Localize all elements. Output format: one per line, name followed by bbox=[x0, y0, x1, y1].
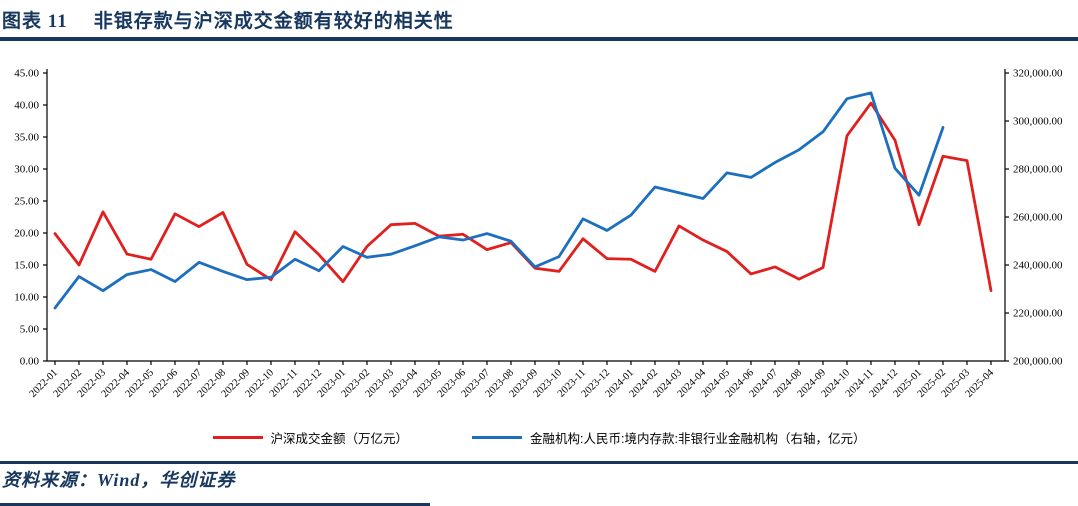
legend-line-swatch bbox=[472, 436, 523, 439]
chart-number-label: 图表 11 bbox=[2, 11, 68, 32]
left-axis-tick-label: 40.00 bbox=[14, 100, 39, 112]
nonbank-deposit-series-line bbox=[53, 91, 945, 310]
left-axis-tick-label: 35.00 bbox=[14, 132, 39, 144]
chart-header: 图表 11 非银存款与沪深成交金额有较好的相关性 bbox=[0, 0, 1078, 41]
right-axis-tick-label: 260,000.00 bbox=[1013, 212, 1063, 224]
left-axis-tick-label: 30.00 bbox=[14, 164, 39, 176]
legend-item: 金融机构:人民币:境内存款:非银行业金融机构（右轴，亿元） bbox=[472, 428, 865, 447]
next-section-rule-fragment bbox=[0, 503, 430, 506]
left-axis-tick-label: 45.00 bbox=[14, 68, 39, 80]
chart-title: 图表 11 非银存款与沪深成交金额有较好的相关性 bbox=[0, 0, 1078, 37]
left-axis-tick-label: 0.00 bbox=[20, 356, 40, 368]
right-axis-tick-label: 220,000.00 bbox=[1013, 308, 1063, 320]
legend-item: 沪深成交金额（万亿元） bbox=[212, 428, 409, 447]
left-axis-tick-label: 20.00 bbox=[14, 228, 39, 240]
turnover-series-line bbox=[53, 101, 993, 293]
left-axis-tick-label: 10.00 bbox=[14, 292, 39, 304]
right-axis-tick-label: 200,000.00 bbox=[1013, 356, 1063, 368]
right-axis-tick-label: 280,000.00 bbox=[1013, 164, 1063, 176]
right-axis-tick-label: 240,000.00 bbox=[1013, 260, 1063, 272]
source-note: 资料来源：Wind，华创证券 bbox=[2, 470, 236, 490]
chart-legend: 沪深成交金额（万亿元） 金融机构:人民币:境内存款:非银行业金融机构（右轴，亿元） bbox=[0, 428, 1078, 447]
footer-divider bbox=[0, 461, 1078, 464]
left-axis-tick-label: 15.00 bbox=[14, 260, 39, 272]
legend-label: 沪深成交金额（万亿元） bbox=[270, 432, 409, 446]
chart-area: 0.00 5.00 10.00 15.00 20.00 25.00 30.00 35.00 40… bbox=[0, 42, 1078, 427]
left-axis-tick-label: 5.00 bbox=[20, 324, 40, 336]
chart-title-text: 非银存款与沪深成交金额有较好的相关性 bbox=[93, 11, 454, 32]
left-axis-tick-label: 25.00 bbox=[14, 196, 39, 208]
title-underline bbox=[0, 37, 1078, 41]
legend-label: 金融机构:人民币:境内存款:非银行业金融机构（右轴，亿元） bbox=[530, 432, 866, 446]
right-axis-tick-label: 320,000.00 bbox=[1013, 68, 1063, 80]
legend-line-swatch bbox=[212, 436, 263, 439]
right-axis-tick-label: 300,000.00 bbox=[1013, 116, 1063, 128]
line-chart-svg: 0.00 5.00 10.00 15.00 20.00 25.00 30.00 35.00 40… bbox=[14, 68, 1063, 400]
